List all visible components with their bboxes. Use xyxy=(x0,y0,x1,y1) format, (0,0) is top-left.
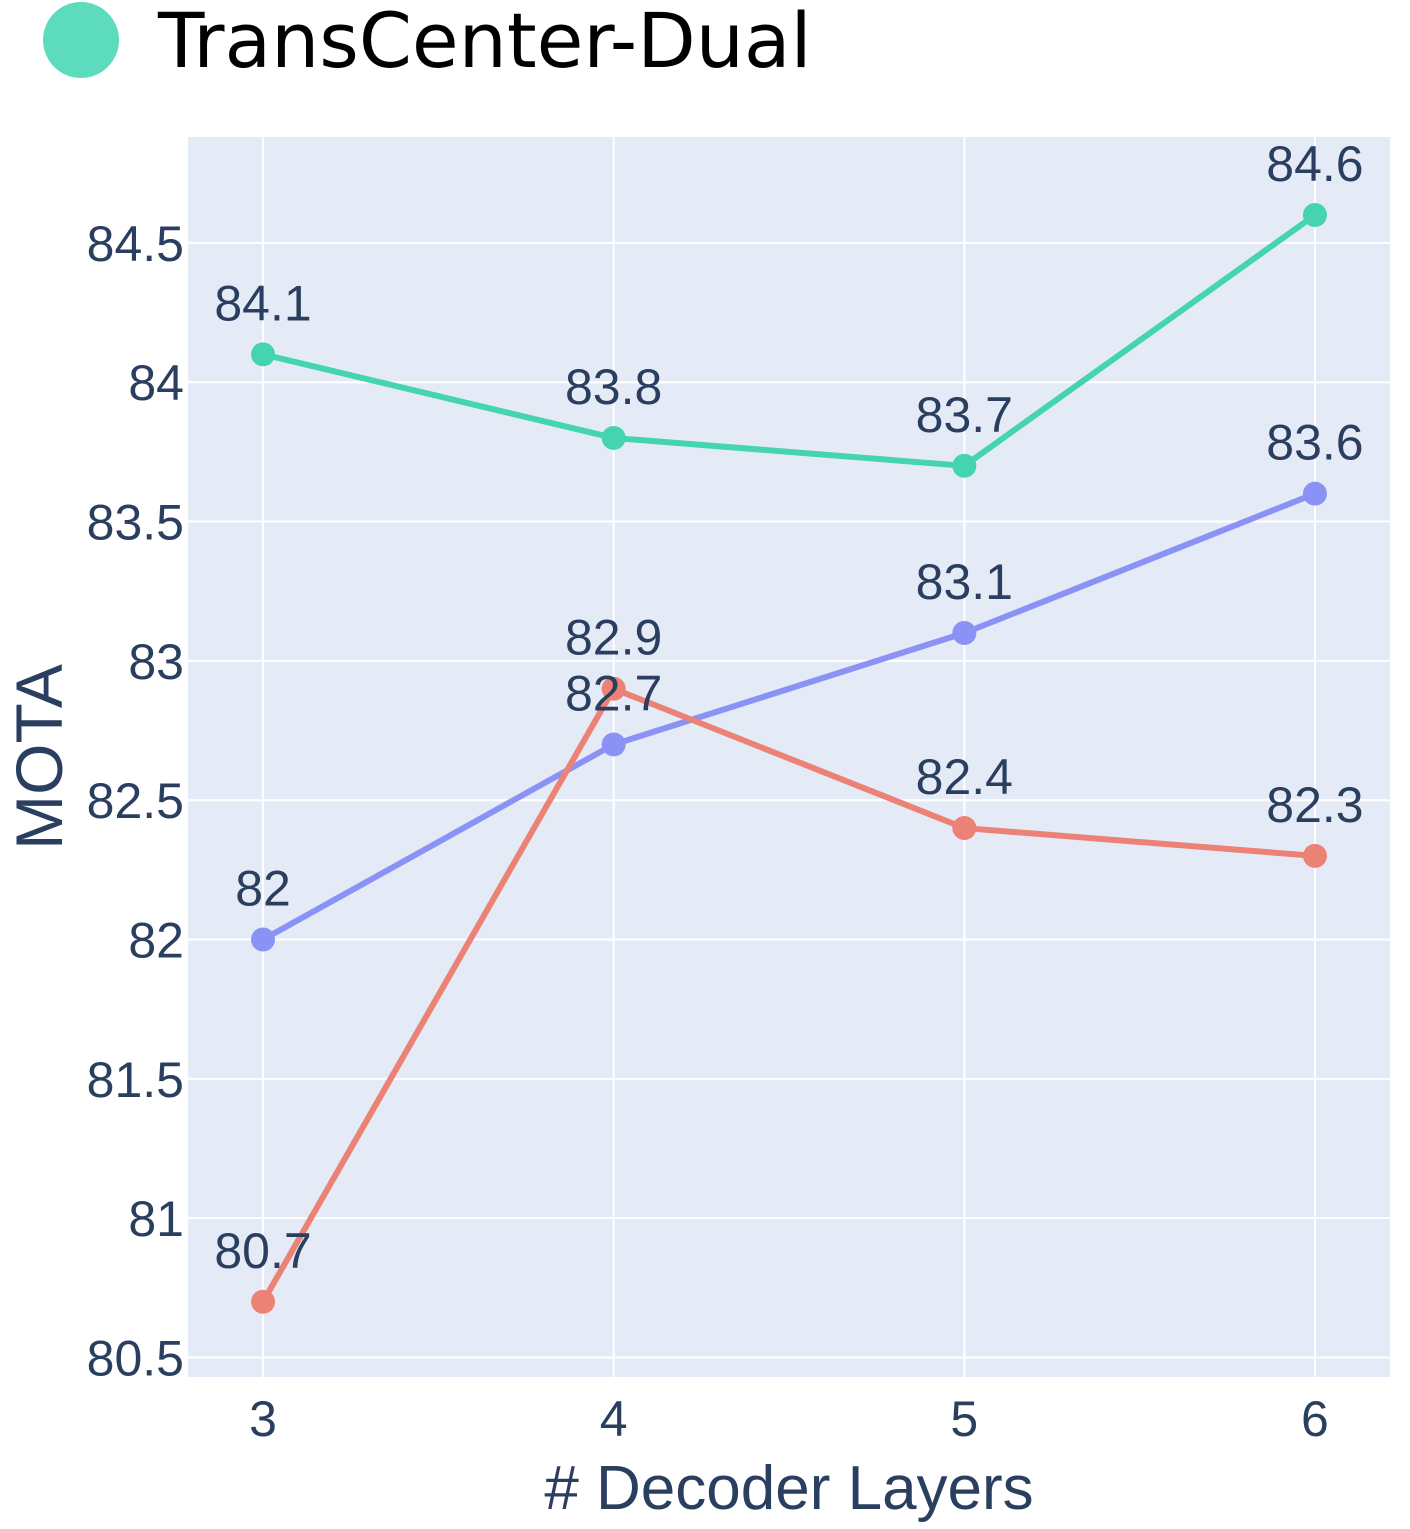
data-label: 80.7 xyxy=(214,1223,311,1279)
y-tick-label: 83.5 xyxy=(87,495,184,551)
grid xyxy=(188,137,1390,1377)
data-point-series-1 xyxy=(601,425,626,450)
y-axis-ticks: 80.5 81 81.5 82 82.5 83 83.5 84 84.5 xyxy=(87,216,184,1387)
data-label: 84.1 xyxy=(214,275,311,331)
data-point-series-1 xyxy=(1302,203,1327,228)
data-label: 83.1 xyxy=(916,554,1013,610)
y-tick-label: 81.5 xyxy=(87,1052,184,1108)
y-tick-label: 82.5 xyxy=(87,773,184,829)
data-label: 82.9 xyxy=(565,610,662,666)
legend-marker xyxy=(43,2,119,78)
data-label: 83.8 xyxy=(565,359,662,415)
x-axis-ticks: 3 4 5 6 xyxy=(249,1391,1329,1447)
legend: TransCenter-Dual xyxy=(43,0,812,85)
legend-label: TransCenter-Dual xyxy=(157,0,812,85)
x-tick-label: 3 xyxy=(249,1391,277,1447)
x-tick-label: 5 xyxy=(950,1391,978,1447)
data-point-series-1 xyxy=(952,453,977,478)
y-tick-label: 84 xyxy=(128,355,184,411)
y-axis-title: MOTA xyxy=(2,664,76,850)
y-tick-label: 84.5 xyxy=(87,216,184,272)
data-point-series-1 xyxy=(251,342,276,367)
data-point-series-3 xyxy=(601,676,626,701)
data-label: 82.7 xyxy=(565,665,662,721)
data-label: 82 xyxy=(235,861,291,917)
x-tick-label: 4 xyxy=(600,1391,628,1447)
data-label: 84.6 xyxy=(1266,136,1363,192)
data-point-series-2 xyxy=(1302,481,1327,506)
y-tick-label: 81 xyxy=(128,1191,184,1247)
y-tick-label: 80.5 xyxy=(87,1330,184,1386)
y-tick-label: 83 xyxy=(128,634,184,690)
x-axis-title: # Decoder Layers xyxy=(544,1454,1033,1523)
data-point-series-3 xyxy=(952,816,977,841)
series-layer xyxy=(251,203,1327,1314)
data-labels: 84.1 83.8 83.7 84.6 82 82.7 83.1 83.6 80.7 82.9 82… xyxy=(214,136,1363,1279)
data-label: 82.4 xyxy=(916,749,1013,805)
data-point-series-2 xyxy=(601,732,626,757)
data-point-series-2 xyxy=(952,621,977,645)
data-point-series-2 xyxy=(251,927,276,952)
x-tick-label: 6 xyxy=(1301,1391,1329,1447)
series-line-2 xyxy=(261,490,1317,943)
data-point-series-3 xyxy=(251,1289,276,1314)
series-line-1 xyxy=(262,212,1317,469)
data-label: 82.3 xyxy=(1266,777,1363,833)
data-label: 83.6 xyxy=(1266,415,1363,471)
series-line-3 xyxy=(260,685,1316,1304)
data-point-series-3 xyxy=(1302,843,1327,868)
y-tick-label: 82 xyxy=(128,913,184,969)
data-label: 83.7 xyxy=(916,387,1013,443)
